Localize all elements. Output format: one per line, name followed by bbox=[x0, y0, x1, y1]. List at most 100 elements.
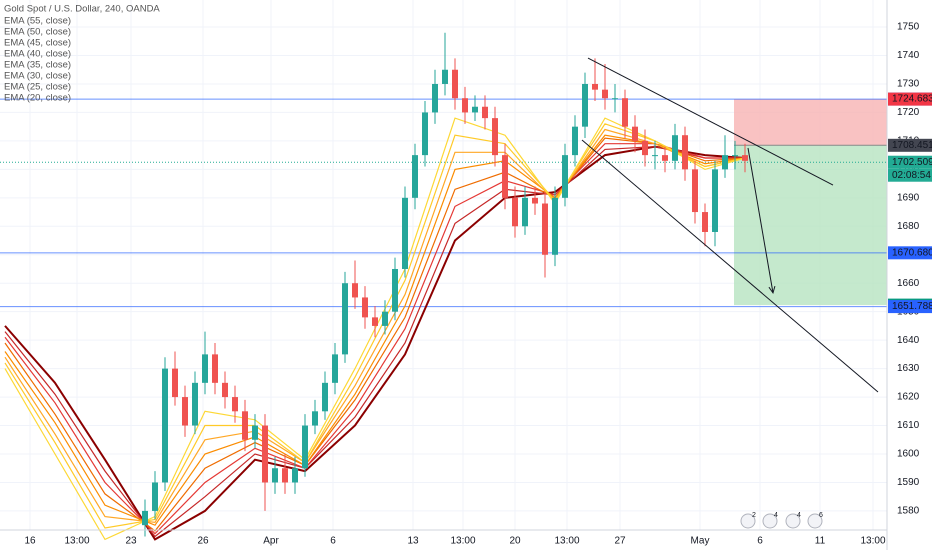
x-tick-label: May bbox=[691, 536, 710, 547]
ema-line bbox=[4, 137, 746, 532]
target-zone bbox=[734, 145, 887, 306]
candle-body bbox=[162, 368, 168, 483]
price-label: 1702.509 bbox=[892, 157, 932, 168]
event-icon bbox=[740, 513, 756, 529]
candle-body bbox=[492, 118, 498, 156]
candle-body bbox=[262, 425, 268, 483]
ema-line bbox=[4, 117, 746, 541]
event-icon bbox=[762, 513, 778, 529]
candle-body bbox=[712, 169, 718, 232]
y-tick-label: 1730 bbox=[897, 79, 920, 90]
candle-body bbox=[432, 83, 438, 113]
event-icon bbox=[785, 513, 801, 529]
chart-title: Gold Spot / U.S. Dollar, 240, OANDA bbox=[4, 4, 160, 15]
candle-body bbox=[552, 197, 558, 255]
price-label: 1651.788 bbox=[892, 301, 932, 312]
candle-body bbox=[242, 411, 248, 440]
ema-line bbox=[4, 123, 746, 529]
candle-body bbox=[542, 203, 548, 255]
candle-body bbox=[602, 89, 608, 99]
y-tick-label: 1640 bbox=[897, 335, 920, 346]
candle-body bbox=[622, 98, 628, 127]
candle-body bbox=[692, 169, 698, 213]
candle-body bbox=[562, 155, 568, 198]
ema-line bbox=[4, 128, 746, 523]
legend-entry: EMA (30, close) bbox=[4, 71, 71, 82]
x-tick-label: 13:00 bbox=[64, 536, 89, 547]
price-label-box bbox=[888, 246, 932, 260]
legend: EMA (55, close)EMA (50, close)EMA (45, c… bbox=[4, 16, 71, 104]
areas bbox=[734, 99, 887, 306]
candle-body bbox=[192, 382, 198, 426]
axes: 1580159016001610162016301640165016601670… bbox=[24, 22, 932, 547]
candle-body bbox=[182, 397, 188, 426]
candle-body bbox=[532, 197, 538, 204]
y-tick-label: 1630 bbox=[897, 363, 920, 374]
x-tick-label: 26 bbox=[197, 536, 209, 547]
x-tick-label: 13 bbox=[407, 536, 419, 547]
x-tick-label: 16 bbox=[24, 536, 36, 547]
candle-body bbox=[372, 317, 378, 326]
candle-body bbox=[662, 155, 668, 161]
price-label-box bbox=[888, 138, 932, 152]
x-tick-label: 13:00 bbox=[554, 536, 579, 547]
trend-line bbox=[581, 139, 879, 393]
y-tick-label: 1740 bbox=[897, 50, 920, 61]
x-tick-label: 13:00 bbox=[860, 536, 885, 547]
trend-line bbox=[587, 57, 834, 186]
candle-body bbox=[232, 397, 238, 412]
candle-body bbox=[302, 425, 308, 469]
ema-line bbox=[4, 143, 745, 535]
candle-body bbox=[292, 468, 298, 483]
candle-body bbox=[502, 155, 508, 198]
candle-body bbox=[462, 98, 468, 113]
price-label-box bbox=[888, 155, 932, 169]
candle-body bbox=[392, 268, 398, 312]
legend-entry: EMA (45, close) bbox=[4, 38, 71, 49]
candle-body bbox=[222, 382, 228, 398]
legend-entry: EMA (35, close) bbox=[4, 60, 71, 71]
event-label: 4 bbox=[774, 512, 778, 519]
price-label: 1670.680 bbox=[892, 247, 932, 258]
y-tick-label: 1680 bbox=[897, 221, 920, 232]
y-tick-label: 1610 bbox=[897, 420, 920, 431]
candle-body bbox=[702, 212, 708, 232]
ema-line bbox=[4, 145, 745, 538]
price-label-box bbox=[888, 92, 932, 106]
candle-body bbox=[322, 382, 328, 412]
y-tick-label: 1750 bbox=[897, 22, 920, 33]
arrow-head bbox=[768, 286, 776, 295]
candle-body bbox=[592, 83, 598, 90]
candle-body bbox=[152, 482, 158, 511]
legend-entry: EMA (50, close) bbox=[4, 27, 71, 38]
x-tick-label: Apr bbox=[263, 536, 279, 547]
legend-entry: EMA (40, close) bbox=[4, 49, 71, 60]
y-tick-label: 1620 bbox=[897, 392, 920, 403]
candle-body bbox=[512, 197, 518, 227]
candle-body bbox=[402, 197, 408, 269]
candle-body bbox=[352, 283, 358, 298]
x-tick-label: 6 bbox=[757, 536, 763, 547]
candle-body bbox=[722, 155, 728, 170]
y-tick-label: 1600 bbox=[897, 449, 920, 460]
candle-body bbox=[172, 368, 178, 398]
candle-body bbox=[332, 354, 338, 383]
candle-body bbox=[422, 112, 428, 156]
y-tick-label: 1690 bbox=[897, 192, 920, 203]
candle-body bbox=[212, 354, 218, 383]
legend-entry: EMA (25, close) bbox=[4, 82, 71, 93]
candle-body bbox=[282, 468, 288, 483]
candle-body bbox=[652, 155, 658, 157]
price-label-box bbox=[888, 300, 932, 314]
candle-body bbox=[202, 354, 208, 383]
candle-body bbox=[252, 425, 258, 440]
x-tick-label: 11 bbox=[815, 536, 826, 547]
event-label: 2 bbox=[752, 512, 756, 519]
candle-body bbox=[582, 83, 588, 127]
candle-body bbox=[412, 155, 418, 198]
ema-line bbox=[4, 134, 746, 526]
stop-zone bbox=[734, 99, 887, 146]
candle-body bbox=[732, 155, 738, 157]
candle-body bbox=[452, 69, 458, 99]
candle-body bbox=[472, 106, 478, 113]
